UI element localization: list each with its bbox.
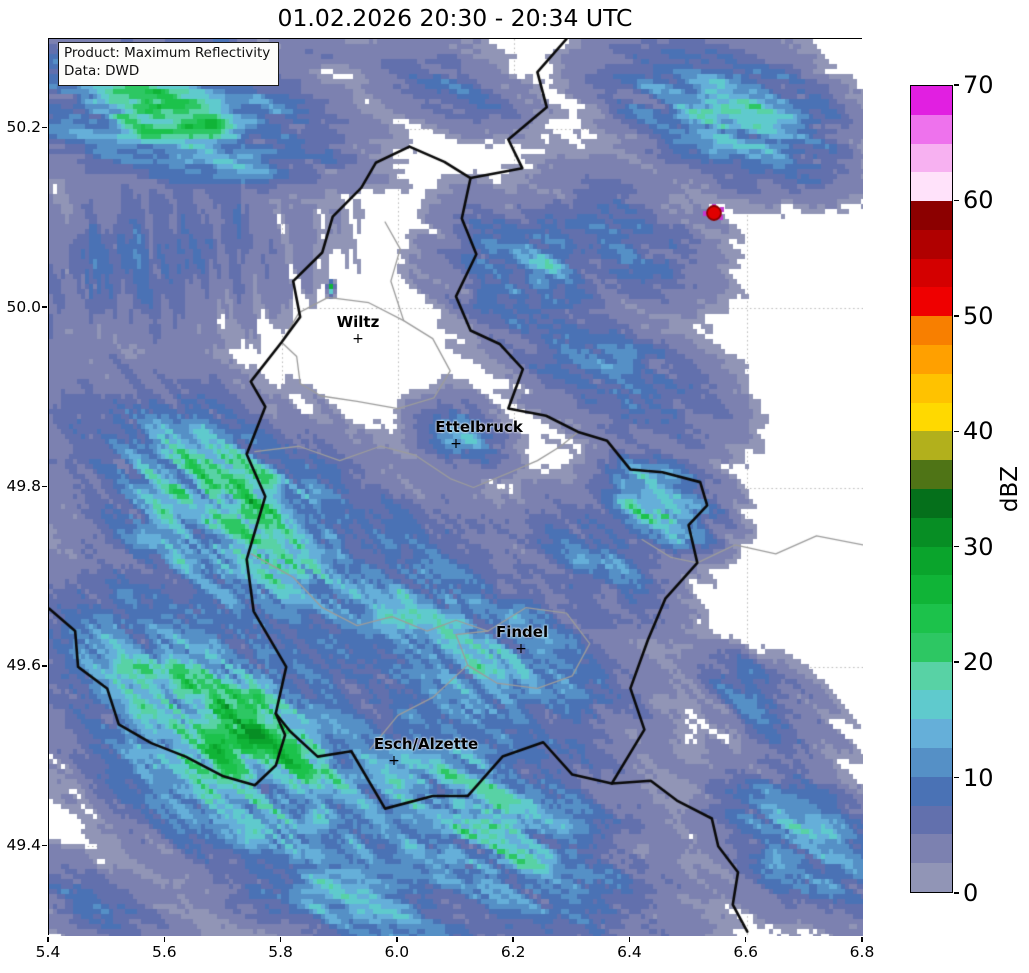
city-label: Ettelbruck [435,417,523,436]
y-tick-mark [41,665,47,667]
x-tick-mark [745,936,747,942]
x-tick-mark [396,936,398,942]
colorbar-segment [911,402,952,432]
colorbar-segment [911,114,952,144]
city-marker: + [388,752,400,769]
colorbar-tick-mark [954,315,959,317]
colorbar-segment [911,690,952,720]
colorbar-segment [911,863,952,892]
colorbar-tick-mark [954,199,959,202]
city-label: Findel [495,623,549,642]
colorbar-tick-label: 30 [963,532,994,561]
product-info-box: Product: Maximum Reflectivity Data: DWD [58,42,280,86]
colorbar-segment [911,201,952,230]
x-tick-label: 6.8 [849,943,875,961]
x-tick-mark [47,936,49,942]
colorbar-tick-label: 50 [963,301,994,330]
figure-title: 01.02.2026 20:30 - 20:34 UTC [277,4,633,32]
x-tick-label: 5.8 [268,943,293,961]
map-plot: Product: Maximum Reflectivity Data: DWD … [48,38,863,936]
colorbar-tick-label: 40 [963,417,994,446]
colorbar-segment [911,86,952,115]
colorbar-tick-mark [954,892,959,894]
x-tick-mark [628,936,631,942]
colorbar-segment [911,373,952,403]
colorbar-segment [911,517,952,547]
colorbar-tick-label: 60 [963,186,994,215]
colorbar-tick-mark [954,776,959,779]
x-tick-label: 6.2 [500,943,526,961]
x-tick-mark [512,936,514,942]
colorbar-segment [911,604,952,633]
colorbar-segment [911,488,952,518]
colorbar-segment [911,719,952,748]
data-source-line: Data: DWD [64,62,140,79]
colorbar-segment [911,776,952,806]
city-label: Esch/Alzette [373,734,479,753]
colorbar-tick-mark [954,545,959,548]
colorbar-segment [911,661,952,691]
y-tick-mark [41,844,47,846]
colorbar-tick-mark [954,661,959,663]
colorbar-segment [911,229,952,259]
colorbar-segment [911,345,952,374]
colorbar-segment [911,258,952,288]
y-tick-label: 49.8 [6,477,41,495]
city-marker: + [352,330,364,347]
colorbar-segment [911,575,952,605]
colorbar-segment [911,460,952,489]
radar-canvas [49,39,863,936]
x-tick-label: 5.4 [35,943,61,961]
colorbar-segment [911,747,952,777]
colorbar-segment [911,143,952,173]
colorbar-tick-label: 0 [963,879,979,907]
colorbar-tick-mark [954,430,959,433]
city-label: Wiltz [336,312,380,331]
y-tick-label: 50.2 [6,118,41,137]
x-tick-mark [163,936,165,942]
x-tick-label: 5.6 [151,943,177,961]
product-line: Product: Maximum Reflectivity [64,45,271,61]
x-tick-mark [279,936,282,942]
colorbar-tick-label: 20 [963,648,994,677]
city-marker: + [450,435,462,452]
colorbar-segment [911,172,952,202]
y-tick-mark [41,306,47,308]
y-tick-mark [41,485,47,488]
x-tick-label: 6.0 [384,943,410,961]
colorbar-tick-label: 70 [963,71,994,99]
colorbar-tick-mark [954,84,959,86]
colorbar-segment [911,287,952,317]
colorbar-segment [911,805,952,835]
colorbar-segment [911,546,952,576]
city-marker: + [515,641,527,658]
y-tick-label: 49.6 [6,656,41,675]
x-tick-mark [861,936,863,942]
colorbar-segment [911,632,952,662]
colorbar-segment [911,316,952,346]
y-tick-label: 50.0 [6,297,41,316]
y-tick-mark [41,127,47,129]
x-tick-label: 6.6 [733,943,759,961]
y-tick-label: 49.4 [6,835,41,854]
colorbar-tick-label: 10 [963,763,994,792]
colorbar-unit-label: dBZ [997,465,1023,513]
x-tick-label: 6.4 [617,943,642,961]
colorbar-segment [911,834,952,864]
colorbar-segment [911,431,952,461]
colorbar [910,85,953,893]
